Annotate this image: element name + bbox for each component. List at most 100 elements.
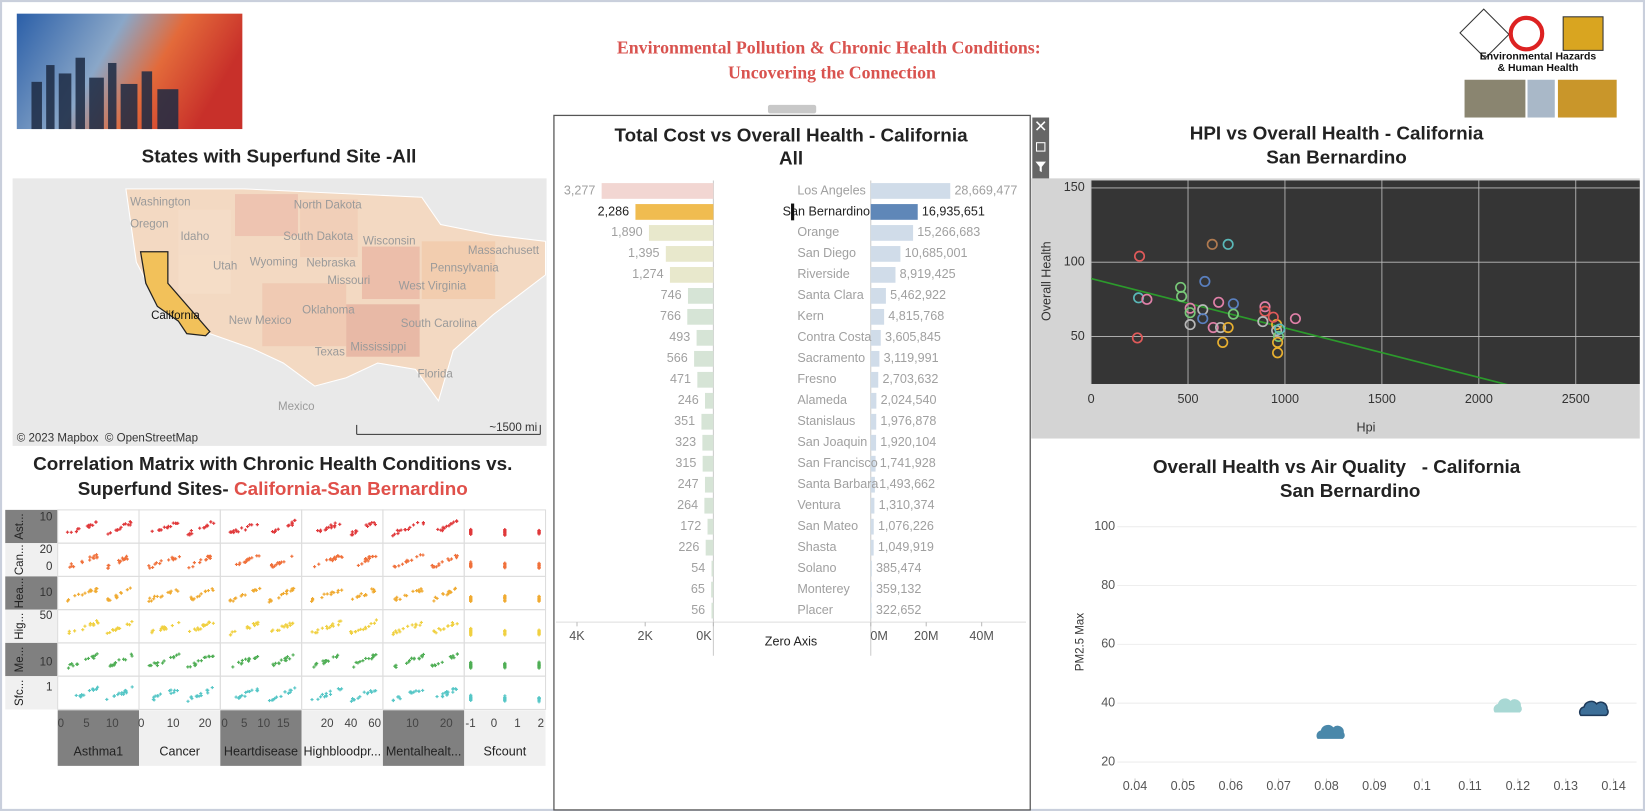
point bbox=[282, 625, 286, 629]
point bbox=[291, 653, 295, 657]
point bbox=[358, 695, 362, 699]
x-tick-label: 0.04 bbox=[1123, 779, 1147, 793]
point bbox=[503, 564, 507, 568]
point bbox=[446, 557, 450, 561]
point bbox=[503, 599, 507, 603]
point-texture bbox=[234, 686, 297, 703]
row-header bbox=[5, 609, 58, 643]
point bbox=[149, 599, 154, 603]
point bbox=[117, 561, 121, 565]
column-header bbox=[382, 710, 465, 766]
point bbox=[120, 692, 124, 696]
map-label: Florida bbox=[418, 369, 454, 381]
point bbox=[370, 690, 374, 694]
point bbox=[367, 657, 371, 661]
county-label: Kern bbox=[797, 309, 824, 323]
point bbox=[455, 622, 459, 626]
x-tick-label: 0K bbox=[696, 629, 712, 643]
point-texture bbox=[150, 520, 216, 537]
x-tick-label: 2000 bbox=[1465, 392, 1493, 406]
health-bar bbox=[870, 518, 874, 535]
point bbox=[537, 696, 541, 700]
point bbox=[289, 688, 293, 692]
point bbox=[395, 595, 399, 599]
point bbox=[372, 654, 376, 658]
row-label: Hea... bbox=[14, 578, 26, 609]
map-label: Oregon bbox=[130, 219, 168, 231]
value-label: 3,119,991 bbox=[884, 351, 939, 365]
cloud-mark bbox=[1316, 724, 1345, 739]
y-tick-label: 10 bbox=[40, 512, 53, 524]
point-texture bbox=[391, 620, 459, 637]
point bbox=[537, 563, 541, 567]
point bbox=[199, 558, 203, 562]
x-tick-label: 20 bbox=[199, 718, 212, 730]
point bbox=[95, 687, 99, 691]
point bbox=[360, 562, 364, 566]
point bbox=[95, 652, 99, 656]
point bbox=[398, 697, 402, 701]
point bbox=[177, 555, 182, 559]
value-label: 65 bbox=[691, 582, 705, 596]
value-label: 1,274 bbox=[632, 267, 663, 281]
point bbox=[267, 698, 272, 703]
x-tick-label: 20 bbox=[440, 718, 453, 730]
point bbox=[322, 695, 327, 699]
point bbox=[328, 689, 332, 693]
point bbox=[372, 621, 377, 625]
county-label: Fresno bbox=[797, 372, 836, 386]
point bbox=[325, 592, 329, 596]
point bbox=[285, 588, 289, 593]
point bbox=[170, 623, 174, 628]
cost-bar bbox=[704, 497, 714, 514]
point bbox=[454, 556, 459, 560]
point bbox=[106, 532, 110, 536]
health-bar bbox=[870, 539, 874, 556]
point bbox=[119, 525, 123, 529]
point bbox=[255, 621, 259, 625]
drag-handle[interactable] bbox=[767, 104, 817, 114]
point bbox=[270, 629, 274, 633]
column-label: Heartdisease bbox=[224, 745, 298, 759]
x-tick-label: 0M bbox=[870, 629, 887, 643]
point bbox=[247, 656, 251, 660]
point bbox=[128, 586, 132, 590]
point bbox=[356, 628, 360, 632]
point bbox=[86, 656, 91, 660]
value-label: 3,277 bbox=[564, 183, 595, 197]
y-axis-title: Overall Health bbox=[1039, 241, 1053, 321]
row-label: Ast... bbox=[14, 513, 26, 539]
cost-bar bbox=[711, 560, 714, 577]
point bbox=[372, 520, 376, 525]
point bbox=[288, 690, 292, 694]
point bbox=[433, 595, 437, 599]
point bbox=[125, 588, 129, 592]
point bbox=[188, 533, 192, 537]
point bbox=[206, 554, 211, 559]
point bbox=[1133, 250, 1146, 262]
point-texture bbox=[391, 687, 458, 703]
health-bar bbox=[870, 329, 881, 346]
point bbox=[177, 652, 181, 656]
point bbox=[209, 520, 213, 524]
point bbox=[409, 691, 413, 695]
point bbox=[371, 590, 375, 594]
point bbox=[122, 657, 126, 661]
point bbox=[87, 590, 91, 594]
x-tick-label: 0.09 bbox=[1362, 779, 1386, 793]
point-texture bbox=[147, 652, 215, 669]
point bbox=[68, 662, 72, 667]
point bbox=[364, 656, 368, 661]
column-label: Highbloodpr... bbox=[303, 745, 381, 759]
map-label: Wisconsin bbox=[363, 235, 416, 247]
point bbox=[455, 554, 459, 558]
point bbox=[1272, 347, 1284, 359]
y-tick-label: 100 bbox=[1094, 519, 1115, 533]
point bbox=[280, 624, 284, 628]
point bbox=[186, 665, 190, 669]
point bbox=[351, 698, 355, 702]
point bbox=[330, 524, 334, 528]
point bbox=[170, 555, 174, 559]
x-tick-label: -1 bbox=[465, 718, 475, 730]
point bbox=[159, 628, 163, 632]
